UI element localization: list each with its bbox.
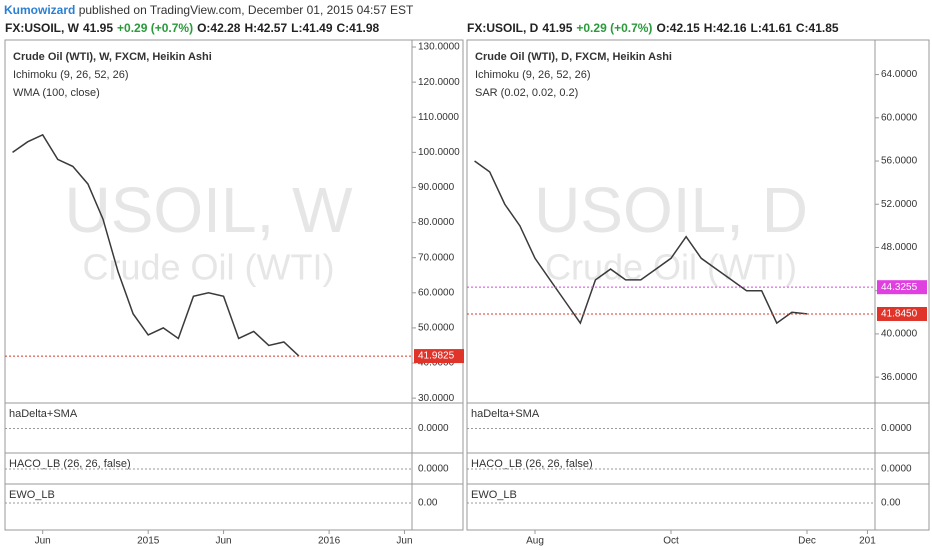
panel-title: HACO_LB (26, 26, false) — [471, 458, 593, 470]
ohlc: O:42.15 — [656, 21, 700, 35]
legend: Crude Oil (WTI), D, FXCM, Heikin Ashi — [475, 51, 672, 63]
y-tick-label: 80.0000 — [418, 217, 455, 228]
panel-tick-label: 0.0000 — [881, 464, 912, 475]
x-tick-label: Aug — [526, 536, 544, 547]
legend: Ichimoku (9, 26, 52, 26) — [475, 69, 591, 81]
watermark: USOIL, W — [64, 174, 353, 246]
quote: FX:USOIL, D 41.95 +0.29 (+0.7%) O:42.15 H:42… — [467, 21, 843, 35]
y-tick-label: 60.0000 — [418, 287, 455, 298]
panel-tick-label: 0.0000 — [418, 464, 449, 475]
price-label-box — [877, 280, 927, 295]
last: 41.95 — [542, 21, 573, 35]
y-tick-label: 120.0000 — [418, 77, 460, 88]
panel-title: haDelta+SMA — [9, 408, 78, 420]
x-tick-label: Jun — [35, 536, 51, 547]
panel-title: HACO_LB (26, 26, false) — [9, 458, 131, 470]
y-tick-label: 64.0000 — [881, 69, 918, 80]
y-tick-label: 90.0000 — [418, 182, 455, 193]
legend: WMA (100, close) — [13, 87, 100, 99]
y-tick-label: 50.0000 — [418, 323, 455, 334]
last: 41.95 — [83, 21, 114, 35]
panel-title: EWO_LB — [471, 489, 517, 501]
panel-title: EWO_LB — [9, 489, 55, 501]
y-tick-label: 30.0000 — [418, 393, 455, 404]
change: +0.29 (+0.7%) — [117, 21, 194, 35]
price-label: 41.9825 — [418, 351, 455, 362]
y-tick-label: 110.0000 — [418, 112, 459, 123]
x-tick-label: Dec — [798, 536, 816, 547]
x-tick-label: Jun — [216, 536, 232, 547]
price-line — [12, 133, 300, 357]
x-tick-label: 2016 — [318, 536, 341, 547]
brand[interactable]: Kumowizard — [4, 3, 76, 17]
x-tick-label: Jun — [396, 536, 412, 547]
y-tick-label: 56.0000 — [881, 156, 918, 167]
header: Kumowizard published on TradingView.com,… — [4, 3, 413, 17]
price-label-box — [877, 306, 927, 321]
watermark: Crude Oil (WTI) — [545, 247, 797, 288]
quote: FX:USOIL, W 41.95 +0.29 (+0.7%) O:42.28 H:42… — [5, 21, 383, 35]
legend: Crude Oil (WTI), W, FXCM, Heikin Ashi — [13, 51, 212, 63]
symbol: FX:USOIL, W — [5, 21, 79, 35]
y-tick-label: 70.0000 — [418, 252, 455, 263]
ohlc: H:42.16 — [703, 21, 747, 35]
panel-title: haDelta+SMA — [471, 408, 540, 420]
ohlc: C:41.98 — [336, 21, 380, 35]
ohlc: L:41.49 — [291, 21, 333, 35]
symbol: FX:USOIL, D — [467, 21, 539, 35]
y-tick-label: 48.0000 — [881, 242, 918, 253]
price-line — [474, 160, 808, 325]
ohlc: C:41.85 — [795, 21, 839, 35]
panel-tick-label: 0.0000 — [418, 423, 449, 434]
ohlc: L:41.61 — [750, 21, 792, 35]
price-label: 41.8450 — [881, 309, 918, 320]
ohlc: H:42.57 — [244, 21, 288, 35]
legend: SAR (0.02, 0.02, 0.2) — [475, 87, 578, 99]
y-tick-label: 130.0000 — [418, 42, 460, 53]
x-tick-label: Oct — [663, 536, 679, 547]
price-label-box — [414, 349, 464, 364]
header-text: published on TradingView.com, December 0… — [78, 3, 414, 17]
y-tick-label: 100.0000 — [418, 147, 460, 158]
watermark: Crude Oil (WTI) — [83, 247, 335, 288]
y-tick-label: 36.0000 — [881, 372, 918, 383]
y-tick-label: 40.0000 — [418, 358, 455, 369]
x-tick-label: 201 — [859, 536, 876, 547]
y-tick-label: 40.0000 — [881, 329, 918, 340]
legend: Ichimoku (9, 26, 52, 26) — [13, 69, 129, 81]
y-tick-label: 52.0000 — [881, 199, 918, 210]
y-tick-label: 60.0000 — [881, 112, 918, 123]
price-label: 44.3255 — [881, 282, 918, 293]
panel-tick-label: 0.00 — [881, 498, 901, 509]
panel-tick-label: 0.00 — [418, 498, 438, 509]
panel-tick-label: 0.0000 — [881, 423, 912, 434]
change: +0.29 (+0.7%) — [576, 21, 653, 35]
x-tick-label: 2015 — [137, 536, 160, 547]
watermark: USOIL, D — [534, 174, 808, 246]
ohlc: O:42.28 — [197, 21, 241, 35]
